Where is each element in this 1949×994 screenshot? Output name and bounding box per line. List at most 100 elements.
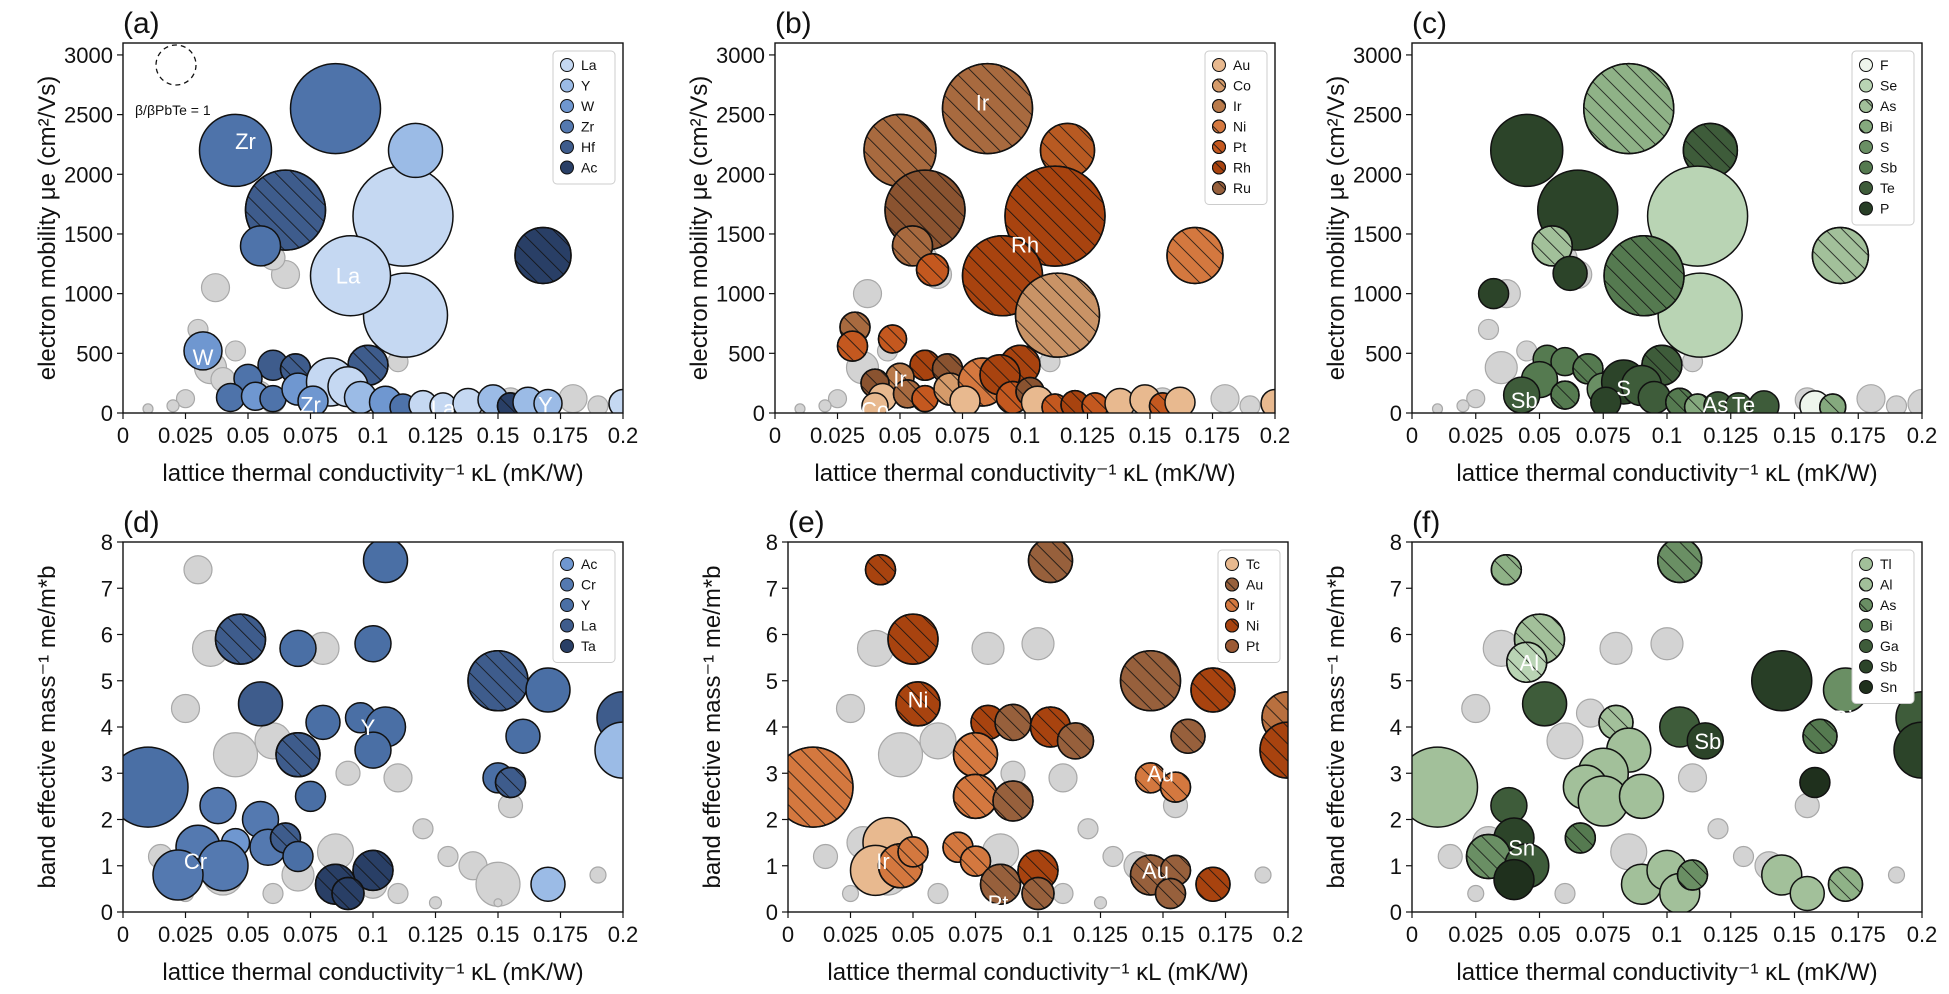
plot-area: Zr La W Zr La Y — [142, 62, 623, 413]
x-tick-label: 0 — [782, 922, 794, 947]
data-point — [199, 786, 237, 825]
background-point — [224, 340, 247, 362]
x-tick-label: 0.075 — [1576, 423, 1631, 448]
legend-marker-hatch — [1859, 598, 1873, 612]
data-point-hatch — [1811, 226, 1870, 285]
legend-marker — [560, 557, 574, 571]
panel-label: (f) — [1412, 506, 1440, 539]
point-annotation: Bi — [1833, 706, 1853, 731]
point-annotation: Ir — [876, 849, 889, 874]
background-point — [1048, 763, 1078, 793]
background-point — [1093, 896, 1108, 910]
background-point — [841, 884, 860, 903]
legend-marker — [560, 577, 574, 592]
y-axis-label: band effective mass⁻¹ me/m*b — [34, 565, 61, 888]
legend-label: W — [581, 98, 595, 114]
y-tick-label: 5 — [1390, 669, 1402, 694]
data-point-hatch — [959, 845, 992, 877]
data-point-hatch — [352, 849, 394, 892]
data-point — [1502, 376, 1541, 413]
data-point-hatch — [1259, 721, 1288, 779]
legend-label: P — [1880, 201, 1889, 217]
point-annotation: Al — [1520, 650, 1540, 675]
legend-label: Cr — [581, 577, 596, 593]
x-tick-label: 0.1 — [358, 423, 389, 448]
data-point — [608, 388, 623, 413]
y-tick-label: 3000 — [64, 43, 113, 68]
y-tick-label: 500 — [728, 341, 765, 366]
x-tick-label: 0.125 — [408, 423, 463, 448]
plot-area: Y Cr — [123, 542, 623, 911]
data-point — [525, 667, 571, 713]
y-tick-label: 1000 — [64, 282, 113, 307]
data-point-hatch — [915, 253, 950, 287]
legend-label: Sb — [1880, 659, 1897, 675]
legend-marker — [560, 78, 574, 93]
legend-marker — [560, 58, 574, 72]
data-point — [1490, 113, 1564, 188]
data-point-hatch — [1159, 771, 1192, 803]
legend-marker — [1859, 140, 1873, 154]
y-tick-label: 5 — [766, 669, 778, 694]
chart-panel-5: Al Bi Sb Sn 0 0.025 0.05 0.075 0.1 0.125 0.15 0.175… — [1323, 506, 1937, 986]
data-point-hatch — [897, 836, 929, 868]
x-tick-label: 0.025 — [810, 423, 865, 448]
data-point-hatch — [1506, 641, 1548, 683]
x-tick-label: 0.125 — [1073, 922, 1128, 947]
y-tick-label: 3 — [101, 761, 113, 786]
y-tick-label: 1000 — [1353, 282, 1402, 307]
background-point — [1467, 884, 1485, 903]
legend: Au Co Ir Ni Pt Rh Ru — [1204, 50, 1268, 205]
legend-label: Ta — [581, 638, 596, 654]
x-tick-label: 0.2 — [1907, 423, 1938, 448]
background-point — [1466, 389, 1486, 409]
data-point-hatch — [1021, 876, 1055, 911]
x-tick-label: 0.175 — [1831, 423, 1886, 448]
chart-panel-4: Ni Au Ir Au Pt 0 0.025 0.05 0.075 0.1 0.125 0.15 0.1… — [699, 506, 1303, 986]
y-tick-label: 0 — [101, 900, 113, 925]
x-tick-label: 0.15 — [1773, 922, 1816, 947]
legend-label: Te — [1880, 180, 1895, 196]
x-axis-label: lattice thermal conductivity⁻¹ κL (mK/W) — [1456, 460, 1877, 487]
y-tick-label: 0 — [101, 401, 113, 426]
data-point — [1789, 875, 1825, 912]
legend-label: Tl — [1880, 556, 1892, 572]
background-point — [387, 882, 409, 905]
x-tick-label: 0 — [769, 423, 781, 448]
data-point — [294, 780, 327, 813]
background-point — [877, 732, 924, 778]
x-tick-label: 0.05 — [892, 922, 935, 947]
data-point-hatch — [1166, 226, 1224, 285]
legend-label: S — [1880, 139, 1889, 155]
background-point — [1239, 395, 1261, 413]
panel-label: (d) — [123, 506, 160, 539]
x-tick-label: 0.05 — [1518, 922, 1561, 947]
background-point — [1431, 403, 1444, 413]
y-tick-label: 6 — [766, 623, 778, 648]
data-point — [1412, 746, 1479, 828]
x-tick-label: 0.05 — [227, 922, 270, 947]
data-point — [309, 234, 392, 317]
x-tick-label: 0.175 — [533, 922, 588, 947]
background-point — [1885, 395, 1908, 413]
x-tick-label: 0.125 — [408, 922, 463, 947]
legend-label: Ac — [581, 160, 597, 176]
point-annotation: Sb — [1694, 729, 1721, 754]
data-point-hatch — [836, 330, 869, 362]
legend-marker-hatch — [1859, 99, 1873, 113]
point-annotation: W — [193, 345, 214, 370]
background-point — [1546, 722, 1584, 760]
y-tick-label: 1 — [101, 854, 113, 879]
background-point — [166, 399, 180, 413]
x-axis-label: lattice thermal conductivity⁻¹ κL (mK/W) — [814, 460, 1235, 487]
legend: La YW Zr Hf Ac — [552, 50, 616, 185]
data-point — [533, 388, 563, 413]
data-point — [362, 542, 409, 584]
legend-marker — [1859, 557, 1873, 571]
data-point-hatch — [1676, 859, 1709, 891]
x-tick-label: 0 — [1406, 423, 1418, 448]
background-point — [262, 882, 284, 905]
data-point-hatch — [1154, 877, 1187, 910]
chart-panel-0: Zr La W Zr La Y 0 0.025 0.05 0.075 0.1 0.125 0.15 0.1… — [34, 7, 638, 487]
legend-label: Bi — [1880, 618, 1892, 634]
